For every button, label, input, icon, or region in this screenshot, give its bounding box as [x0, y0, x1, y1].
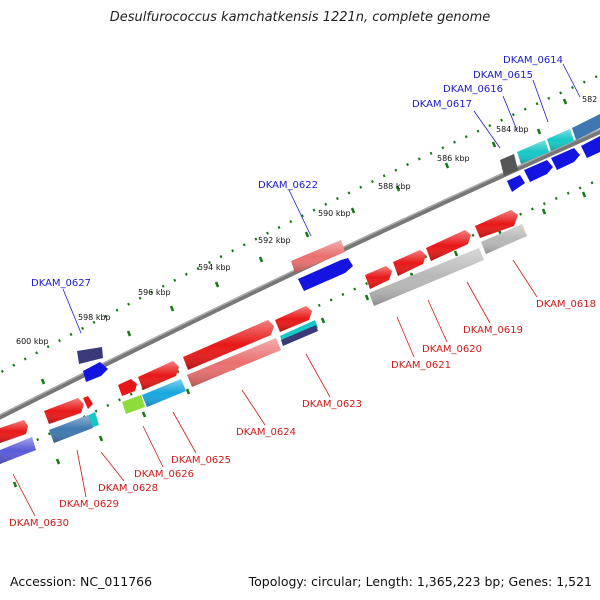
- gene-dkam-0627-b[interactable]: [83, 362, 108, 382]
- bottom-leader-lines: [12, 259, 538, 517]
- genome-title: Desulfurococcus kamchatkensis 1221n, com…: [109, 10, 491, 25]
- gene-label-dkam-0628[interactable]: DKAM_0628: [98, 483, 158, 494]
- bottom-gene-labels: DKAM_0618 DKAM_0619 DKAM_0620 DKAM_0621 …: [9, 299, 596, 529]
- gene-dkam-0615-b[interactable]: [551, 148, 580, 170]
- gene-label-dkam-0626[interactable]: DKAM_0626: [134, 469, 194, 480]
- gene-label-dkam-0620[interactable]: DKAM_0620: [422, 344, 482, 355]
- gene-dkam-0614-a[interactable]: [572, 114, 600, 140]
- gene-dkam-0616-b[interactable]: [524, 160, 553, 182]
- tick-label-584: 584 kbp: [496, 125, 529, 134]
- gene-label-dkam-0621[interactable]: DKAM_0621: [391, 360, 451, 371]
- kbp-tick-labels: 582 kbp 584 kbp 586 kbp 588 kbp 590 kbp …: [16, 95, 600, 346]
- tick-label-588: 588 kbp: [378, 182, 411, 191]
- accession-text: Accession: NC_011766: [10, 574, 153, 589]
- gene-dkam-0627-a[interactable]: [77, 347, 103, 364]
- tick-label-598: 598 kbp: [78, 313, 111, 322]
- gene-dkam-0626-b[interactable]: [122, 395, 145, 414]
- gene-label-dkam-0629[interactable]: DKAM_0629: [59, 499, 119, 510]
- gene-dkam-0626-a[interactable]: [118, 379, 137, 396]
- tick-label-586: 586 kbp: [437, 154, 470, 163]
- outer-track-genes: [77, 114, 600, 382]
- gene-label-dkam-0617[interactable]: DKAM_0617: [412, 99, 472, 110]
- tick-label-590: 590 kbp: [318, 209, 351, 218]
- gene-label-dkam-0622[interactable]: DKAM_0622: [258, 180, 318, 191]
- gene-dkam-0628-a[interactable]: [83, 396, 93, 409]
- gene-label-dkam-0619[interactable]: DKAM_0619: [463, 325, 523, 336]
- topology-text: Topology: circular; Length: 1,365,223 bp…: [248, 574, 592, 589]
- gene-label-dkam-0618[interactable]: DKAM_0618: [536, 299, 596, 310]
- tick-label-582: 582 kbp: [582, 95, 600, 104]
- tick-label-600: 600 kbp: [16, 337, 49, 346]
- gene-dkam-0614-b[interactable]: [581, 136, 600, 158]
- top-leader-lines: [62, 63, 581, 334]
- tick-label-594: 594 kbp: [198, 263, 231, 272]
- inner-track-genes: [0, 210, 527, 464]
- gene-dkam-0622-b[interactable]: [298, 258, 353, 291]
- tick-label-596: 596 kbp: [138, 288, 171, 297]
- gene-label-dkam-0623[interactable]: DKAM_0623: [302, 399, 362, 410]
- tick-label-592: 592 kbp: [258, 236, 291, 245]
- top-gene-labels: DKAM_0614 DKAM_0615 DKAM_0616 DKAM_0617 …: [31, 55, 563, 289]
- gene-dkam-0617-b[interactable]: [507, 175, 525, 192]
- gene-label-dkam-0616[interactable]: DKAM_0616: [443, 84, 503, 95]
- gene-dkam-0617-a[interactable]: [500, 154, 518, 176]
- gene-label-dkam-0624[interactable]: DKAM_0624: [236, 427, 296, 438]
- gene-label-dkam-0630[interactable]: DKAM_0630: [9, 518, 69, 529]
- gene-label-dkam-0627[interactable]: DKAM_0627: [31, 278, 91, 289]
- gene-label-dkam-0615[interactable]: DKAM_0615: [473, 70, 533, 81]
- gene-label-dkam-0614[interactable]: DKAM_0614: [503, 55, 563, 66]
- gene-label-dkam-0625[interactable]: DKAM_0625: [171, 455, 231, 466]
